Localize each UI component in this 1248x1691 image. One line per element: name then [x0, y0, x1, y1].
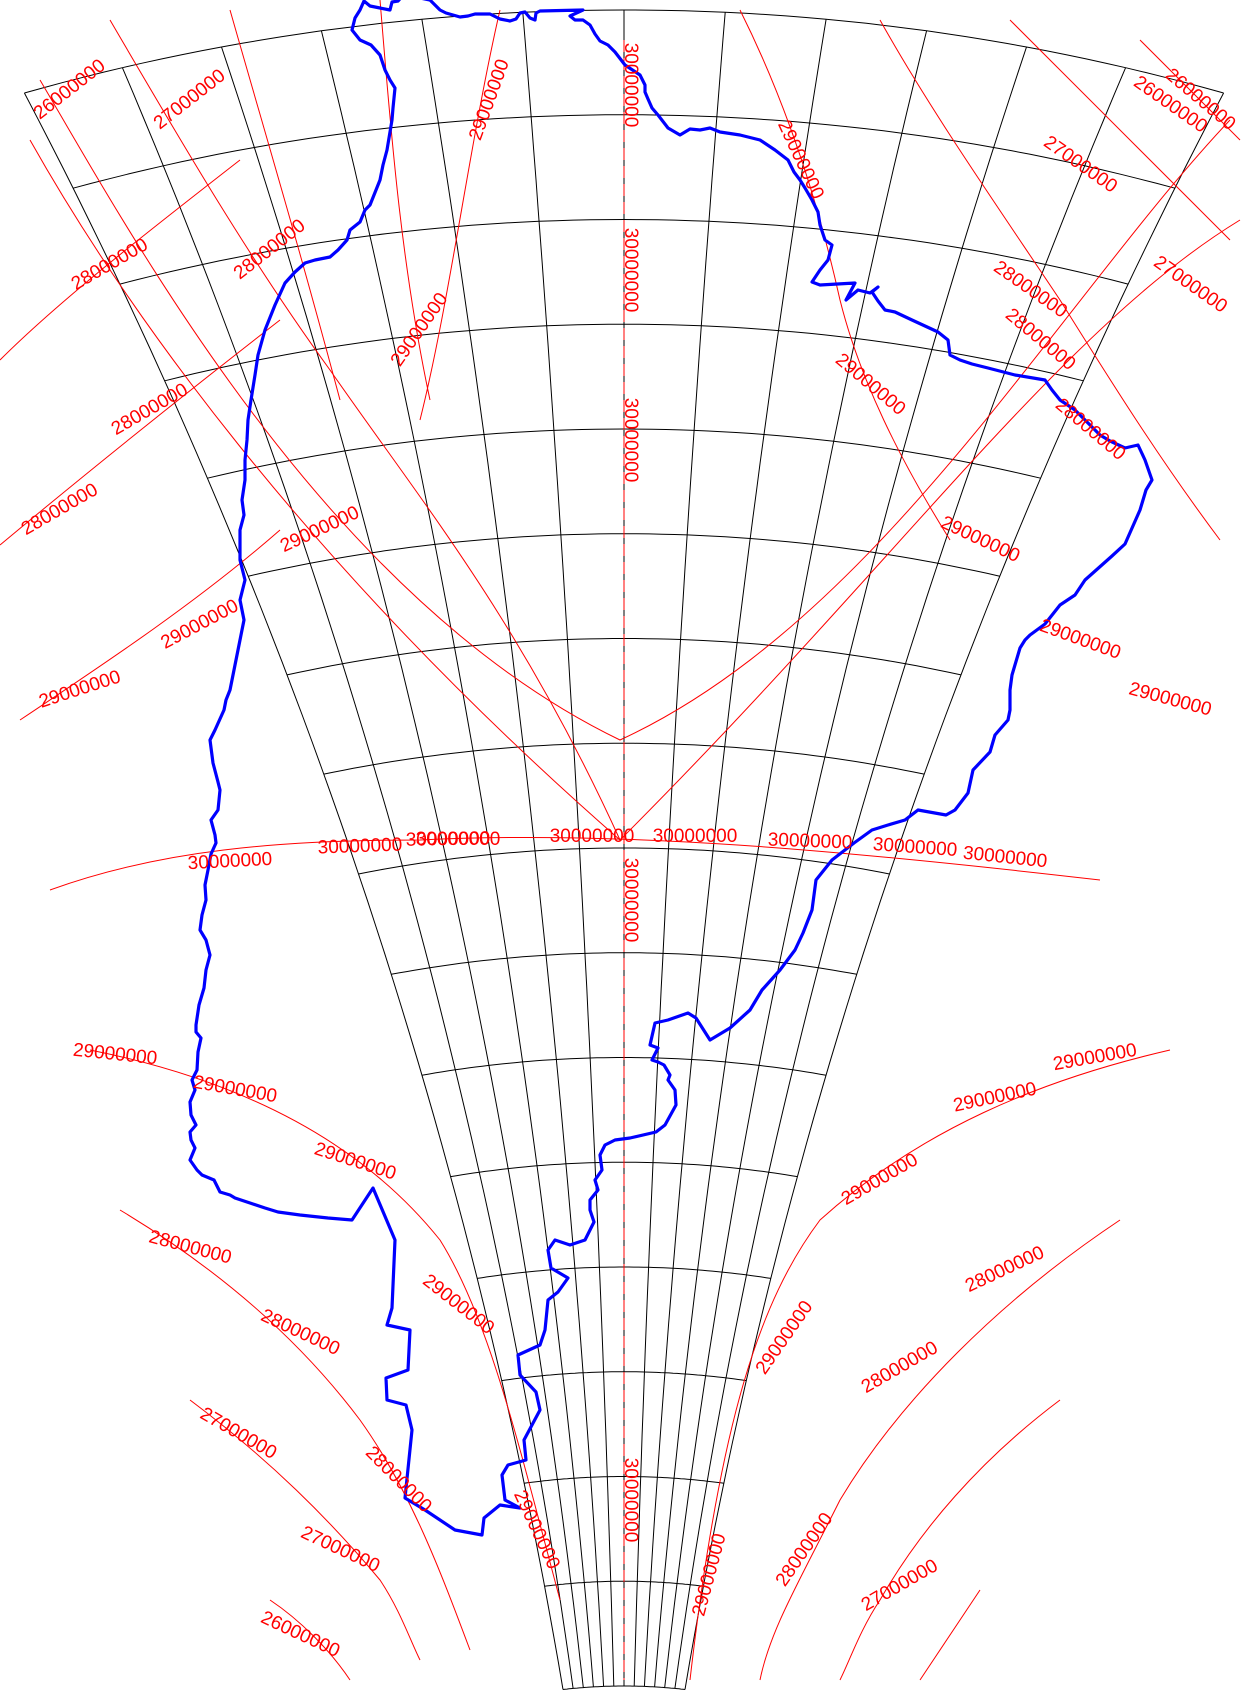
contour-line: [49, 836, 1101, 891]
meridian-line: [23, 92, 564, 1690]
contour-label: 30000000: [620, 43, 641, 128]
contour-label: 27000000: [858, 1555, 942, 1615]
contour-line: [119, 1209, 471, 1651]
contour-label: 28000000: [990, 257, 1071, 323]
contour-line: [919, 1589, 981, 1681]
contour-label: 29000000: [509, 1487, 564, 1573]
contour-label: 30000000: [187, 849, 273, 874]
meridian-line: [684, 92, 1225, 1690]
meridian-line: [654, 30, 928, 1687]
contour-label: 27000000: [1150, 252, 1231, 318]
contour-label: 29000000: [158, 595, 243, 653]
contour-label: 30000000: [620, 398, 641, 483]
contour-label: 28000000: [1051, 394, 1129, 464]
contour-label: 28000000: [147, 1226, 234, 1268]
contour-label: 27000000: [196, 1403, 280, 1463]
contour-label: 30000000: [406, 828, 491, 850]
contour-label: 29000000: [1127, 678, 1214, 720]
contour-label: 28000000: [108, 379, 192, 439]
contour-label: 27000000: [150, 65, 230, 134]
contour-label: 26000000: [257, 1607, 343, 1662]
meridian-line: [320, 30, 594, 1687]
contour-line: [39, 79, 1231, 741]
contour-line: [189, 1399, 421, 1661]
contour-label: 28000000: [858, 1337, 942, 1397]
contour-line: [1139, 39, 1241, 141]
contour-label: 29000000: [465, 57, 514, 144]
contour-label: 29000000: [831, 349, 909, 419]
contour-label: 28000000: [257, 1305, 343, 1360]
contour-label: 30000000: [620, 1458, 641, 1543]
contour-label: 30000000: [962, 843, 1048, 873]
contour-line: [739, 9, 951, 541]
contour-label: 30000000: [620, 228, 641, 313]
contour-label: 29000000: [387, 289, 453, 370]
contour-label: 29000000: [752, 1297, 818, 1378]
contour-line: [109, 19, 621, 841]
meridian-line: [421, 19, 605, 1687]
contour-label: 30000000: [653, 826, 738, 847]
parallel-line: [562, 1685, 686, 1690]
contour-label: 28000000: [772, 1509, 838, 1590]
contour-line: [0, 159, 241, 361]
meridian-line: [633, 12, 726, 1687]
contour-label: 29000000: [1037, 615, 1124, 664]
contour-label: 28000000: [962, 1242, 1048, 1297]
contour-label: 29000000: [838, 1149, 922, 1209]
contour-line: [419, 9, 501, 421]
contour-label: 28000000: [361, 1442, 436, 1517]
meridian-line: [522, 12, 615, 1687]
contour-line: [379, 0, 431, 401]
contour-line: [839, 1399, 1061, 1681]
contour-line: [269, 1599, 351, 1681]
contour-label: 30000000: [317, 835, 402, 859]
contour-labels: 26000000 27000000 29000000 30000000 28000000…: [18, 43, 1240, 1662]
contour-label: 27000000: [1040, 132, 1121, 198]
contour-label: 30000000: [550, 826, 635, 847]
meridian-line: [664, 46, 1027, 1688]
contour-label: 28000000: [18, 479, 102, 539]
contour-label: 29000000: [773, 117, 828, 203]
contour-line: [689, 1049, 1171, 1681]
contour-line: [0, 319, 281, 546]
contour-label: 29000000: [312, 1138, 399, 1184]
contour-line: [879, 19, 1221, 541]
coastline-outline: [188, 0, 1154, 1537]
meridian-line: [643, 19, 827, 1687]
contour-label: 30000000: [416, 829, 501, 850]
contour-label: 29000000: [192, 1072, 279, 1107]
meridian-line: [674, 67, 1127, 1689]
contour-label: 29000000: [72, 1040, 158, 1070]
contour-label: 30000000: [620, 858, 641, 943]
meridian-line: [121, 67, 574, 1689]
contour-line: [759, 1219, 1121, 1681]
contour-line: [1009, 19, 1231, 241]
contour-label: 29000000: [419, 1270, 499, 1339]
contour-label: 28000000: [68, 234, 152, 294]
contour-line: [19, 529, 281, 721]
contour-label: 29000000: [951, 1078, 1038, 1116]
contour-label: 29000000: [36, 666, 123, 712]
contour-line: [229, 9, 341, 401]
contour-label: 29000000: [688, 1531, 730, 1618]
contour-label: 30000000: [767, 830, 852, 854]
contour-label: 28000000: [230, 215, 310, 284]
meridian-line: [221, 46, 584, 1688]
contour-label: 26000000: [30, 55, 110, 124]
contour-label: 27000000: [297, 1522, 383, 1577]
